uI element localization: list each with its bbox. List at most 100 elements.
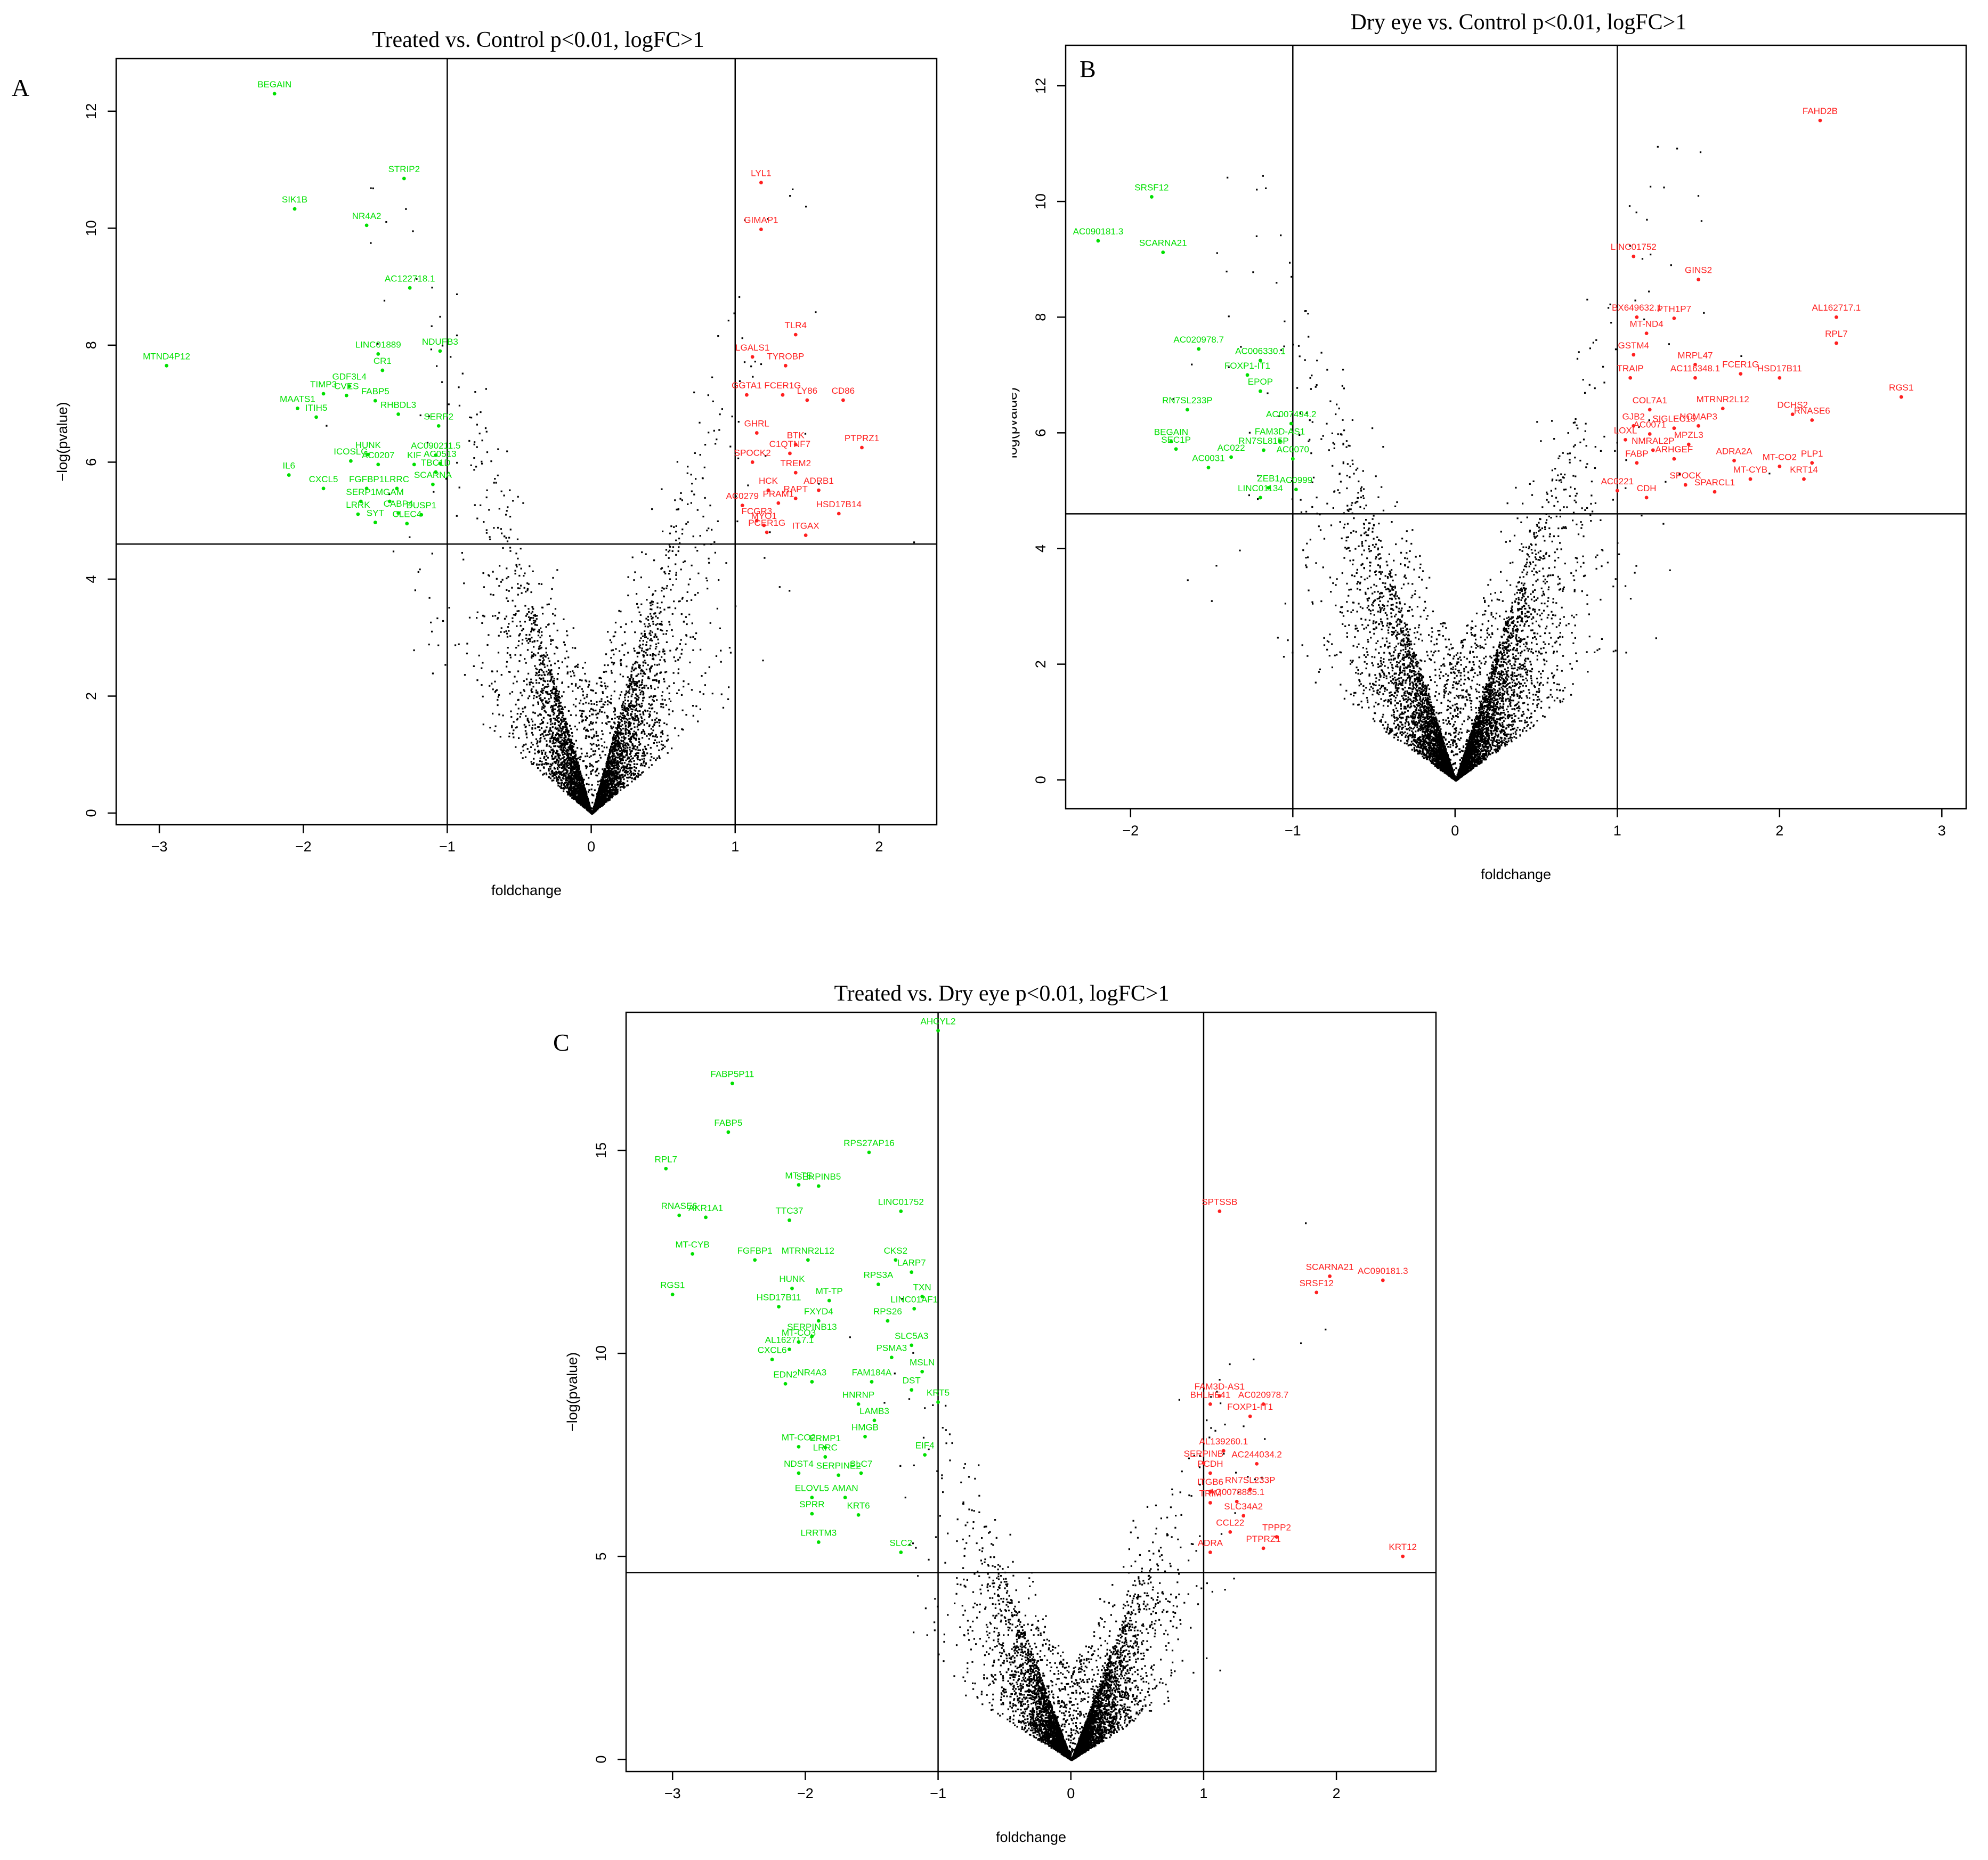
up-gene-label: PTH1P7 (1657, 304, 1691, 314)
up-gene-point (1628, 376, 1633, 380)
down-gene-point (364, 223, 369, 228)
x-tick-label: 3 (1938, 823, 1946, 839)
up-gene-label: NCMAP3 (1679, 411, 1717, 421)
down-gene-label: AL162717.1 (765, 1335, 814, 1345)
down-gene-label: LARP7 (897, 1258, 926, 1268)
y-tick-label: 10 (593, 1345, 609, 1361)
up-gene-point (841, 398, 845, 402)
down-gene-point (1289, 421, 1293, 426)
up-gene-label: FCER1G (1722, 360, 1759, 370)
down-gene-point (1206, 466, 1211, 469)
down-gene-point (412, 462, 416, 467)
down-gene-point (777, 1305, 781, 1309)
down-gene-label: AC007494.2 (1266, 409, 1317, 419)
down-gene-label: DST (903, 1376, 921, 1386)
down-gene-label: BEGAIN (1154, 427, 1188, 437)
down-gene-label: RNASE6 (661, 1201, 697, 1211)
down-gene-point (347, 384, 352, 388)
up-gene-point (793, 443, 798, 446)
down-gene-point (356, 512, 360, 516)
down-gene-label: AC122718.1 (385, 273, 435, 283)
up-gene-point (1255, 1461, 1259, 1466)
down-gene-label: MAATS1 (280, 394, 315, 404)
down-gene-point (438, 349, 442, 353)
up-gene-point (740, 503, 744, 508)
down-gene-label: GDF3L4 (332, 372, 367, 382)
panel-letter: A (12, 74, 29, 101)
down-gene-label: SERP2 (424, 411, 453, 421)
down-gene-label: NDST4 (784, 1459, 814, 1469)
down-gene-label: ITIH5 (305, 403, 328, 413)
up-gene-point (754, 431, 759, 435)
x-tick-label: 2 (1333, 1785, 1341, 1801)
up-gene-label: AC0078885.1 (1209, 1487, 1264, 1497)
up-gene-point (754, 518, 759, 523)
y-tick-label: 4 (1033, 545, 1049, 553)
y-tick-label: 6 (83, 458, 99, 466)
up-gene-label: MT-ND4 (1629, 319, 1663, 329)
down-gene-label: RHBDL3 (380, 400, 416, 410)
down-gene-label: LRRC (813, 1442, 838, 1452)
up-gene-point (1275, 1535, 1279, 1539)
up-gene-point (1672, 316, 1676, 320)
up-gene-point (750, 355, 754, 359)
up-gene-point (804, 533, 808, 538)
up-gene-label: GGTA1 (732, 380, 761, 391)
down-gene-label: ELOVL5 (795, 1483, 829, 1493)
down-gene-label: NR4A3 (797, 1367, 826, 1377)
up-gene-point (1635, 461, 1639, 465)
up-gene-label: HSD17B14 (816, 499, 862, 509)
up-gene-point (1644, 331, 1649, 336)
y-axis-label: −log(pvalue) (54, 402, 70, 481)
up-gene-point (1778, 376, 1782, 380)
up-gene-label: ADRA2A (1716, 446, 1753, 456)
down-gene-point (889, 1355, 894, 1360)
up-gene-point (1328, 1274, 1332, 1278)
down-gene-label: AC022 (1218, 443, 1245, 453)
down-gene-label: MT-TE (785, 1171, 812, 1181)
up-gene-point (1748, 477, 1752, 481)
up-gene-label: ITGB6 (1197, 1477, 1223, 1487)
up-gene-point (1248, 1487, 1252, 1491)
down-gene-label: HUNK (779, 1274, 805, 1284)
x-tick-label: −1 (1285, 823, 1301, 839)
down-gene-label: STRIP2 (388, 164, 420, 174)
up-gene-label: AC0221 (1601, 476, 1634, 486)
down-gene-label: MT-CO3 (782, 1328, 816, 1338)
up-gene-point (1208, 1550, 1212, 1554)
down-gene-point (894, 1258, 898, 1262)
down-gene-label: HMGB (851, 1422, 879, 1432)
x-tick-label: −2 (797, 1785, 814, 1801)
volcano-panel-c: C Treated vs. Dry eye p<0.01, logFC>1 −3… (553, 981, 1437, 1845)
x-tick-label: −2 (295, 839, 312, 855)
down-gene-label: FAM184A (852, 1367, 892, 1377)
up-gene-point (788, 451, 792, 456)
up-gene-label: TREM2 (780, 458, 811, 468)
down-gene-label: TTC37 (776, 1206, 804, 1216)
panel-title: Treated vs. Control p<0.01, logFC>1 (372, 28, 704, 52)
x-tick-label: 1 (1613, 823, 1621, 839)
up-gene-label: AC116348.1 (1670, 363, 1720, 373)
up-gene-point (762, 523, 766, 527)
x-tick-label: −2 (1122, 823, 1139, 839)
down-gene-label: MT-CYB (675, 1239, 709, 1249)
down-gene-point (387, 499, 392, 503)
up-gene-point (1648, 432, 1652, 436)
down-gene-label: SEC1P (1161, 435, 1191, 445)
down-gene-point (396, 511, 400, 515)
up-gene-label: MT-CYB (1733, 465, 1767, 475)
up-gene-label: PRAM1 (763, 489, 794, 499)
up-gene-label: FAHD2B (1803, 106, 1838, 116)
up-gene-point (1228, 1530, 1232, 1534)
up-gene-label: LOXL (1614, 425, 1637, 435)
up-gene-label: MYO1 (751, 511, 777, 521)
up-gene-label: RAPT (784, 484, 808, 494)
down-gene-point (910, 1343, 914, 1347)
x-axis-label: foldchange (996, 1829, 1066, 1845)
down-gene-label: CVES (334, 381, 359, 391)
up-gene-label: RGS1 (1889, 383, 1913, 393)
up-gene-point (1810, 418, 1814, 422)
down-gene-label: AC0999 (1280, 475, 1312, 485)
down-gene-label: AC0031 (1192, 453, 1224, 463)
up-gene-point (750, 460, 754, 464)
